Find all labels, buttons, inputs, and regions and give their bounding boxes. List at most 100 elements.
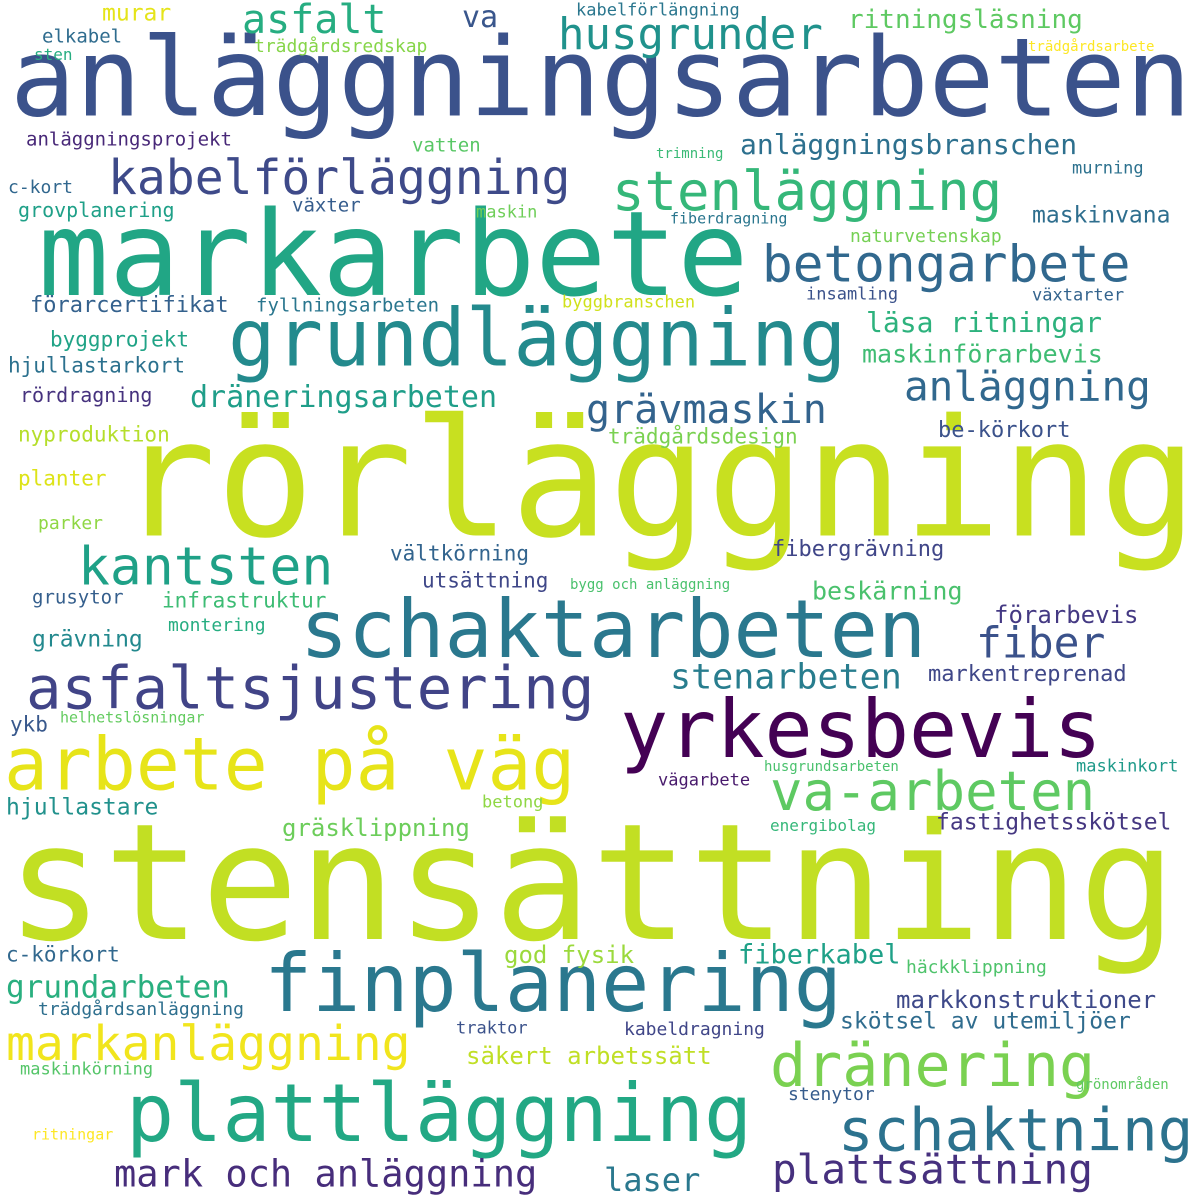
cloud-word: fiberdragning [670, 209, 788, 228]
cloud-word: gräsklippning [282, 814, 470, 842]
cloud-word: trädgårdsdesign [608, 424, 798, 449]
cloud-word: fyllningsarbeten [256, 294, 440, 317]
cloud-word: montering [168, 615, 266, 636]
cloud-word: insamling [806, 284, 899, 305]
cloud-word: maskinkort [1076, 756, 1179, 777]
cloud-word: asfalt [242, 0, 387, 43]
cloud-word: husgrunder [558, 9, 823, 60]
cloud-word: finplanering [264, 937, 842, 1030]
cloud-word: fiberkabel [738, 939, 901, 971]
cloud-word: betongarbete [762, 235, 1131, 295]
cloud-word: fastighetsskötsel [936, 809, 1172, 836]
cloud-word: anläggning [904, 362, 1151, 411]
cloud-word: byggbranschen [562, 292, 696, 313]
cloud-word: naturvetenskap [850, 226, 1002, 247]
cloud-word: förarcertifikat [30, 293, 229, 318]
cloud-word: grävning [32, 626, 143, 653]
cloud-word: fiber [976, 618, 1106, 669]
cloud-word: skötsel av utemiljöer [840, 1008, 1131, 1035]
cloud-word: utsättning [422, 568, 549, 593]
cloud-word: växtarter [1032, 285, 1125, 306]
cloud-word: grundläggning [228, 292, 847, 385]
cloud-word: anläggningsarbeten [10, 14, 1192, 142]
cloud-word: byggprojekt [50, 327, 190, 352]
cloud-word: maskinförarbevis [862, 339, 1103, 369]
cloud-word: god fysik [504, 941, 635, 969]
cloud-word: sten [34, 45, 73, 64]
cloud-word: maskinvana [1032, 202, 1171, 229]
cloud-word: va-arbeten [770, 760, 1096, 823]
cloud-word: kantsten [78, 536, 334, 598]
cloud-word: förarbevis [994, 601, 1139, 629]
cloud-word: trimning [656, 146, 724, 162]
cloud-word: kabeldragning [624, 1019, 765, 1040]
cloud-word: anläggningsbranschen [740, 128, 1078, 161]
cloud-word: grovplanering [18, 198, 175, 222]
cloud-word: elkabel [42, 25, 123, 48]
cloud-word: c-kort [8, 177, 74, 198]
cloud-word: säkert arbetssätt [466, 1042, 712, 1070]
cloud-word: grävmaskin [586, 387, 827, 433]
cloud-word: planter [18, 466, 107, 491]
cloud-word: anläggningsprojekt [26, 128, 232, 151]
cloud-word: parker [38, 513, 104, 534]
cloud-word: ritningsläsning [848, 5, 1083, 35]
cloud-word: va [462, 0, 499, 35]
cloud-word: maskinkörning [20, 1059, 154, 1080]
cloud-word: stenarbeten [670, 657, 902, 698]
cloud-word: laser [604, 1161, 701, 1199]
cloud-word: arbete på väg [4, 722, 576, 808]
cloud-word: kabelförläggning [108, 150, 571, 206]
cloud-word: dräneringsarbeten [190, 380, 498, 415]
cloud-word: häckklippning [906, 957, 1047, 978]
cloud-word: markkonstruktioner [896, 986, 1157, 1014]
cloud-word: energibolag [770, 816, 876, 835]
cloud-word: yrkesbevis [620, 683, 1102, 776]
cloud-word: grusytor [32, 586, 124, 609]
cloud-word: betong [482, 792, 544, 813]
cloud-word: växter [292, 194, 361, 217]
cloud-word: murar [102, 0, 172, 27]
cloud-word: murning [1072, 158, 1144, 179]
cloud-word: infrastruktur [162, 588, 327, 613]
cloud-word: bygg och anläggning [570, 577, 731, 593]
cloud-word: nyproduktion [18, 422, 170, 447]
cloud-word: rörläggning [118, 385, 1198, 575]
cloud-word: mark och anläggning [114, 1152, 538, 1196]
cloud-word: markarbete [38, 185, 749, 323]
cloud-word: hjullastarkort [8, 353, 186, 378]
cloud-word: maskin [476, 202, 538, 223]
cloud-word: markanläggning [6, 1016, 411, 1072]
cloud-word: vatten [412, 134, 481, 157]
cloud-word: schaktning [838, 1095, 1194, 1165]
cloud-word: stenläggning [612, 160, 1003, 223]
cloud-word: plattsättning [772, 1145, 1093, 1194]
cloud-word: helhetslösningar [60, 708, 205, 727]
cloud-word: schaktarbeten [300, 583, 927, 676]
cloud-word: ykb [10, 712, 48, 737]
cloud-word: trädgårdsredskap [254, 36, 428, 57]
cloud-word: stenytor [788, 1084, 875, 1105]
cloud-word: beskärning [812, 576, 963, 606]
cloud-word: vältkörning [390, 541, 530, 566]
cloud-word: dränering [770, 1031, 1096, 1101]
cloud-word: läsa ritningar [866, 306, 1103, 339]
cloud-word: be-körkort [938, 418, 1071, 443]
cloud-word: grönområden [1076, 1077, 1169, 1093]
cloud-word: stensättning [6, 790, 1177, 978]
cloud-word: fibergrävning [772, 537, 945, 562]
cloud-word: traktor [456, 1018, 528, 1039]
cloud-word: vägarbete [658, 770, 751, 791]
cloud-word: trädgårdsarbete [1028, 39, 1155, 55]
cloud-word: rördragning [20, 383, 153, 407]
cloud-word: c-körkort [6, 942, 120, 967]
cloud-word: trädgårdsanläggning [38, 999, 244, 1020]
cloud-word: ritningar [32, 1125, 114, 1144]
cloud-word: plattläggning [126, 1067, 753, 1160]
cloud-word: markentreprenad [928, 662, 1127, 687]
cloud-word: hjullastare [6, 794, 159, 821]
cloud-word: grundarbeten [6, 969, 230, 1006]
cloud-word: asfaltsjustering [26, 653, 595, 723]
cloud-word: husgrundsarbeten [764, 759, 899, 775]
